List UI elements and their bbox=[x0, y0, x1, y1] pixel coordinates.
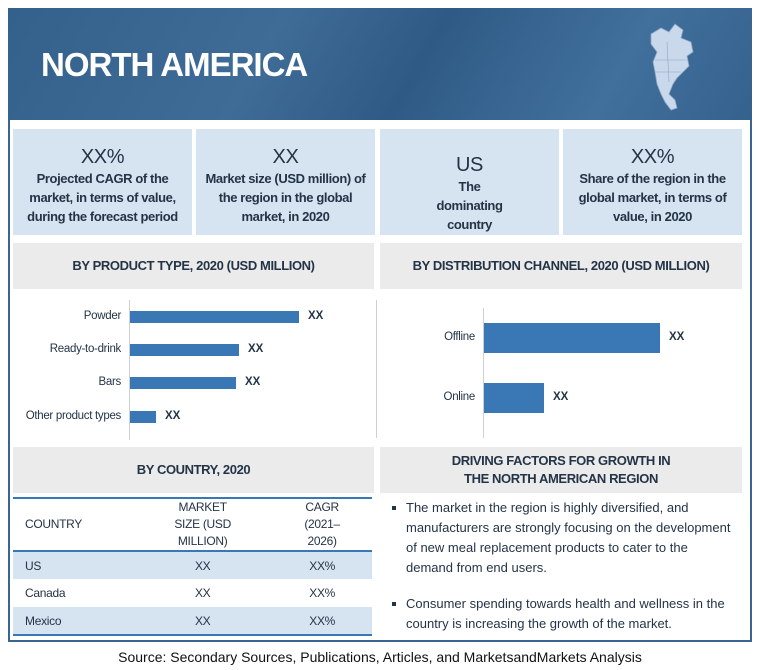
y-axis bbox=[483, 308, 484, 438]
cell: XX% bbox=[272, 607, 372, 636]
stat-label: Projected CAGR of the market, in terms o… bbox=[27, 171, 178, 224]
category-label: Online bbox=[443, 391, 476, 403]
table-row: US XX XX% bbox=[13, 551, 372, 579]
bar bbox=[130, 311, 299, 323]
stat-region-share: XX% Share of the region in the global ma… bbox=[563, 129, 742, 235]
north-america-map-icon bbox=[650, 23, 694, 111]
distribution-channel-heading: BY DISTRIBUTION CHANNEL, 2020 (USD MILLI… bbox=[380, 243, 742, 289]
country-heading: BY COUNTRY, 2020 bbox=[13, 447, 374, 493]
header-banner: NORTH AMERICA bbox=[8, 8, 752, 120]
cell: XX% bbox=[272, 551, 372, 579]
y-axis bbox=[129, 300, 130, 440]
bar bbox=[130, 344, 239, 356]
category-label: Powder bbox=[83, 310, 122, 322]
table-row: Canada XX XX% bbox=[13, 579, 372, 607]
bar bbox=[130, 411, 156, 423]
stat-label: Share of the region in the global market… bbox=[578, 171, 727, 224]
driver-item: Consumer spending towards health and wel… bbox=[392, 594, 732, 634]
divider bbox=[376, 300, 377, 438]
data-label: XX bbox=[165, 410, 181, 422]
stat-value: XX% bbox=[630, 146, 675, 168]
data-label: XX bbox=[553, 391, 569, 403]
data-label: XX bbox=[248, 343, 264, 355]
infographic-frame bbox=[8, 8, 752, 642]
drivers-list: The market in the region is highly diver… bbox=[392, 498, 732, 646]
category-label: Ready-to-drink bbox=[49, 343, 122, 355]
data-label: XX bbox=[308, 310, 324, 322]
bar bbox=[130, 377, 236, 389]
data-label: XX bbox=[245, 376, 261, 388]
country-table: COUNTRY MARKET SIZE (USD MILLION) CAGR (… bbox=[13, 497, 372, 636]
table-header: COUNTRY MARKET SIZE (USD MILLION) CAGR (… bbox=[13, 497, 372, 552]
category-label: Other product types bbox=[25, 410, 122, 422]
cell: Canada bbox=[25, 586, 66, 600]
stat-label: The dominating country bbox=[436, 179, 503, 232]
column-header: COUNTRY bbox=[13, 497, 133, 552]
stat-label: Market size (USD million) of the region … bbox=[205, 171, 366, 224]
data-label: XX bbox=[669, 331, 685, 343]
source-note: Source: Secondary Sources, Publications,… bbox=[118, 649, 642, 665]
product-type-heading: BY PRODUCT TYPE, 2020 (USD MILLION) bbox=[13, 243, 374, 289]
cell: Mexico bbox=[13, 607, 133, 636]
category-label: Offline bbox=[444, 331, 475, 343]
category-label: Bars bbox=[98, 376, 122, 388]
table-row: Mexico XX XX% bbox=[13, 607, 372, 636]
bar bbox=[484, 383, 544, 413]
region-title: NORTH AMERICA bbox=[41, 46, 308, 83]
stat-value: XX bbox=[272, 146, 299, 168]
cell: XX bbox=[133, 607, 273, 636]
stat-value: XX% bbox=[80, 146, 125, 168]
cell: XX% bbox=[309, 586, 336, 600]
cell: XX bbox=[194, 586, 211, 600]
cell: US bbox=[13, 551, 133, 579]
stat-market-size: XX Market size (USD million) of the regi… bbox=[196, 129, 375, 235]
stat-dominating-country: US The dominating country bbox=[380, 129, 559, 235]
stat-value: US bbox=[456, 154, 483, 176]
column-header: CAGR (2021–2026) bbox=[272, 497, 372, 552]
bar bbox=[484, 323, 660, 353]
cell: XX bbox=[133, 551, 273, 579]
column-header: MARKET SIZE (USD MILLION) bbox=[133, 497, 273, 552]
driver-item: The market in the region is highly diver… bbox=[392, 498, 732, 578]
stat-cagr: XX% Projected CAGR of the market, in ter… bbox=[13, 129, 192, 235]
drivers-heading: DRIVING FACTORS FOR GROWTH IN THE NORTH … bbox=[380, 447, 742, 493]
